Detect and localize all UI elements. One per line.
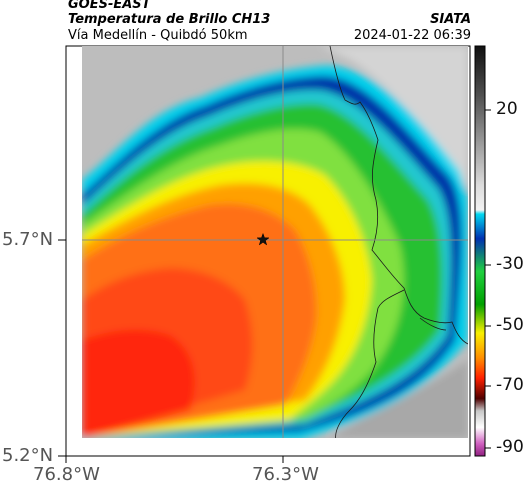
colorbar-tick-label: 20 [496, 99, 518, 119]
star-icon [256, 232, 270, 246]
datetime-label: 2024-01-22 06:39 [353, 28, 471, 43]
colorbar-tick-label: -70 [496, 375, 524, 395]
lat-label: 5.7°N [2, 229, 54, 250]
satellite-title: GOES-EAST [68, 0, 151, 12]
colorbar-tick-label: -30 [496, 254, 524, 274]
lon-label: 76.3°W [252, 464, 319, 485]
lat-label: 5.2°N [2, 445, 54, 466]
product-title: Temperatura de Brillo CH13 [68, 12, 271, 27]
organization-label: SIATA [430, 12, 471, 27]
colorbar [474, 45, 486, 457]
brightness-temperature-field [82, 46, 468, 438]
colorbar-ticks [485, 109, 491, 449]
colorbar-tick-label: -90 [496, 437, 524, 457]
lon-label: 76.8°W [33, 464, 100, 485]
region-subtitle: Vía Medellín - Quibdó 50km [68, 28, 248, 43]
colorbar-tick-label: -50 [496, 315, 524, 335]
border-lines [329, 46, 468, 438]
